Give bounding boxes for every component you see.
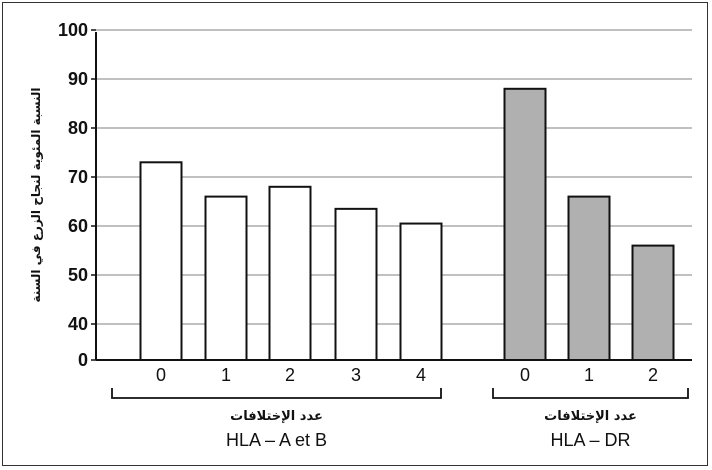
- x-category-label: 1: [584, 365, 594, 385]
- x-category-label: 3: [351, 365, 361, 385]
- x-category-label: 2: [285, 365, 295, 385]
- y-tick-label: 50: [68, 265, 88, 285]
- x-category-label: 4: [416, 365, 426, 385]
- x-category-labels: 0 1 2 3 4 0 1 2: [156, 365, 658, 385]
- bar-hla-ab-4: [399, 222, 443, 361]
- y-ticks: 0 40 50 60 70 80 90 100: [58, 20, 96, 370]
- group-subtitle: عدد الإختلافات: [230, 409, 323, 424]
- x-category-label: 0: [520, 365, 530, 385]
- bars: [139, 87, 675, 362]
- bar-hla-ab-1: [204, 195, 248, 361]
- y-axis-label: النسبة المئوية لنجاح الزرع في السنة: [29, 87, 44, 302]
- group-bracket: [111, 388, 442, 399]
- y-tick-label: 0: [78, 350, 88, 370]
- group-subtitle: عدد الإختلافات: [544, 409, 637, 424]
- y-tick-label: 90: [68, 69, 88, 89]
- group-brackets: عدد الإختلافات HLA – A et B عدد الإختلافات…: [111, 388, 689, 450]
- x-category-label: 0: [156, 365, 166, 385]
- bar-hla-dr-2: [631, 244, 675, 362]
- bar-hla-ab-0: [139, 161, 183, 361]
- group-name: HLA – A et B: [226, 430, 327, 450]
- bar-hla-ab-2: [268, 185, 312, 361]
- group-name: HLA – DR: [550, 430, 630, 450]
- x-category-label: 1: [221, 365, 231, 385]
- bar-hla-dr-0: [503, 87, 547, 362]
- axes: [95, 32, 692, 361]
- y-tick-label: 60: [68, 216, 88, 236]
- x-category-label: 2: [648, 365, 658, 385]
- group-bracket: [492, 388, 689, 399]
- bar-hla-ab-3: [334, 207, 378, 361]
- y-tick-label: 80: [68, 118, 88, 138]
- y-tick-label: 100: [58, 20, 88, 40]
- y-tick-label: 40: [68, 314, 88, 334]
- bar-hla-dr-1: [567, 195, 611, 361]
- y-tick-label: 70: [68, 167, 88, 187]
